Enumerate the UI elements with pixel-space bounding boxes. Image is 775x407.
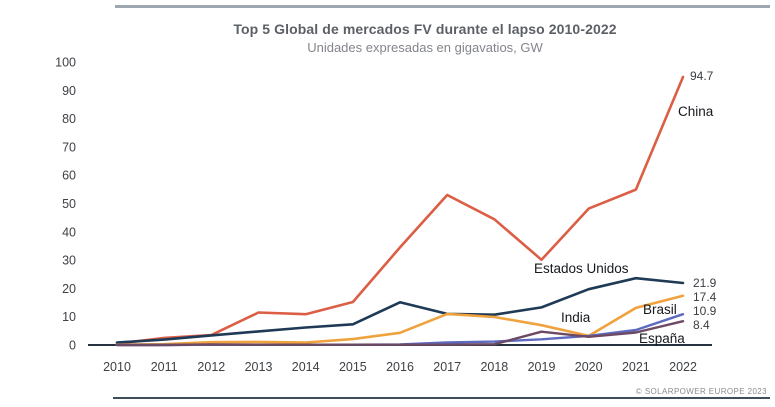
y-tick-label-20: 20	[62, 282, 76, 296]
y-tick-label-80: 80	[62, 112, 76, 126]
y-tick-label-70: 70	[62, 140, 76, 154]
x-tick-label-2018: 2018	[480, 360, 508, 374]
y-tick-label-10: 10	[62, 310, 76, 324]
y-tick-label-50: 50	[62, 197, 76, 211]
y-tick-label-30: 30	[62, 254, 76, 268]
x-tick-label-2022: 2022	[669, 360, 697, 374]
x-tick-label-2021: 2021	[622, 360, 650, 374]
annotation-10-9: 10.9	[693, 304, 717, 318]
annotation-17-4: 17.4	[693, 290, 717, 304]
y-tick-label-60: 60	[62, 169, 76, 183]
x-tick-label-2017: 2017	[433, 360, 461, 374]
annotation-21-9: 21.9	[693, 276, 717, 290]
x-tick-label-2011: 2011	[151, 360, 178, 374]
x-tick-label-2012: 2012	[197, 360, 225, 374]
annotation-india: India	[561, 310, 591, 325]
y-tick-label-100: 100	[55, 56, 76, 70]
chart-header: Top 5 Global de mercados FV durante el l…	[115, 20, 735, 57]
x-tick-label-2010: 2010	[103, 360, 131, 374]
chart-title: Top 5 Global de mercados FV durante el l…	[233, 21, 617, 37]
x-tick-label-2019: 2019	[528, 360, 556, 374]
annotation-espa-a: España	[639, 331, 685, 346]
x-tick-label-2014: 2014	[292, 360, 320, 374]
top-border-rule	[115, 5, 770, 8]
annotation-brasil: Brasil	[643, 302, 677, 317]
x-tick-label-2016: 2016	[386, 360, 414, 374]
series-line-espa-a	[115, 320, 685, 347]
annotation-94-7: 94.7	[690, 69, 714, 83]
annotation-8-4: 8.4	[693, 318, 710, 332]
annotation-estados-unidos: Estados Unidos	[534, 261, 629, 276]
y-tick-label-90: 90	[62, 84, 76, 98]
series-line-estados-unidos	[115, 276, 685, 344]
y-tick-label-0: 0	[69, 339, 76, 353]
bottom-border-rule	[113, 397, 770, 399]
x-tick-label-2013: 2013	[245, 360, 273, 374]
x-tick-label-2020: 2020	[575, 360, 603, 374]
annotation-china: China	[678, 104, 714, 119]
chart-subtitle: Unidades expresadas en gigavatios, GW	[307, 40, 543, 56]
y-tick-label-40: 40	[62, 225, 76, 239]
copyright-text: © SOLARPOWER EUROPE 2023	[635, 387, 767, 396]
x-tick-label-2015: 2015	[339, 360, 367, 374]
